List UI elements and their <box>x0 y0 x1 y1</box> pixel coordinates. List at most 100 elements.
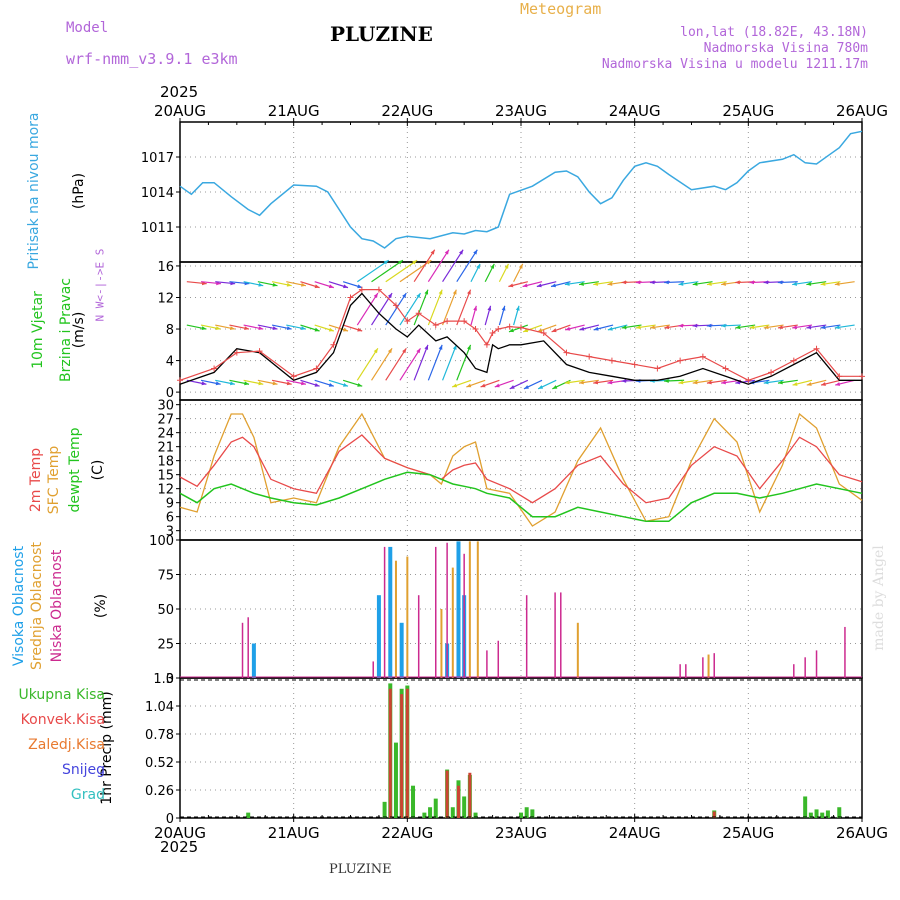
y-tick-label: 0 <box>166 672 174 687</box>
wind-gust-marker <box>836 373 843 380</box>
wind-arrow-head <box>735 325 741 330</box>
wind-arrow-head <box>272 326 278 331</box>
wind-arrow <box>678 281 699 286</box>
wind-arrow-head <box>272 282 278 287</box>
wind-arrow-shaft <box>413 344 429 381</box>
wind-arrow <box>777 379 798 385</box>
wind-arrow-head <box>806 325 812 330</box>
wind-arrow <box>806 379 827 386</box>
wind-arrow-shaft <box>371 347 393 381</box>
wind-gust-marker <box>330 341 337 348</box>
wind-arrow <box>456 344 472 381</box>
precip-total-bar <box>411 785 416 818</box>
wind-arrow <box>484 305 492 326</box>
x-tick-label: 20AUG <box>154 824 206 842</box>
cloud-low-bar <box>525 595 528 678</box>
wind-arrow-head <box>244 326 250 331</box>
wind-arrow <box>314 281 334 289</box>
wind-arrow-head <box>490 263 495 269</box>
legend-freezing-rain: Zaledj.Kisa <box>28 737 105 753</box>
wind-arrow <box>451 379 472 388</box>
precip-total-bar <box>803 796 808 818</box>
wind-arrow-head <box>416 293 421 299</box>
cloud-low-bar <box>417 595 420 678</box>
wind-arrow-head <box>579 326 585 331</box>
wind-arrow-head <box>565 326 571 331</box>
wind-arrow-head <box>328 327 334 332</box>
y-tick-label: 1014 <box>141 186 174 201</box>
y-tick-label: 100 <box>149 534 174 549</box>
y-tick-label: 4 <box>166 355 174 370</box>
pressure-line <box>179 130 863 249</box>
dewpoint-temp-line <box>179 471 863 523</box>
wind-arrow <box>442 344 457 381</box>
wind-arrow-head <box>763 380 769 385</box>
cloud-low-bar <box>713 653 715 678</box>
x-tick-label: 26AUG <box>836 824 888 842</box>
wind-arrow-head <box>635 325 641 330</box>
wind-arrow-head <box>314 327 320 332</box>
wind-arrow-head <box>721 380 726 385</box>
wind-arrow-head <box>229 326 235 331</box>
wind-arrow <box>456 289 472 326</box>
cloud-low-bar <box>702 657 704 678</box>
wind-arrow <box>635 324 656 330</box>
precip-total-bar <box>837 807 842 818</box>
precip-total-bar <box>808 812 813 818</box>
wind-gust-marker <box>483 341 490 348</box>
wind-arrow-head <box>387 293 393 299</box>
wind-arrow <box>328 379 349 387</box>
y-tick-label: 3 <box>166 525 174 540</box>
wind-arrow-head <box>664 378 669 383</box>
precip-total-bar <box>433 798 438 818</box>
wind-arrow-head <box>467 344 471 350</box>
wind-gust-marker <box>563 349 570 356</box>
wind-arrow <box>678 379 699 385</box>
wind-arrow-head <box>692 323 698 328</box>
wind-arrow-head <box>806 382 812 386</box>
year-top: 2025 <box>160 83 199 101</box>
precip-total-bar <box>428 807 433 818</box>
cloud-low-bar <box>560 592 562 678</box>
wind-arrow-shaft <box>456 344 472 381</box>
wind-arrow-head <box>452 383 458 388</box>
wind-arrow-head <box>820 382 826 386</box>
wind-arrow-head <box>678 323 684 328</box>
wind-arrow <box>342 379 363 387</box>
wind-arrow-head <box>621 325 627 330</box>
wind-arrow-head <box>721 281 726 286</box>
wind-arrow-head <box>692 380 698 385</box>
wind-arrow-head <box>272 381 278 386</box>
cloud-high-bar <box>376 595 381 678</box>
wind-arrow-shaft <box>442 249 464 283</box>
wind-arrow-head <box>593 326 599 331</box>
wind-arrow-head <box>564 281 570 286</box>
wind-arrow <box>579 324 600 331</box>
precip-conv-bar <box>712 811 716 818</box>
cloud-low-bar <box>804 657 806 678</box>
wind-gust-marker <box>608 357 615 364</box>
wind-arrow-head <box>508 283 514 288</box>
wind-gust-marker <box>790 357 797 364</box>
wind-arrow <box>286 324 306 331</box>
wind-arrow-head <box>343 382 349 387</box>
wind-arrow-head <box>314 284 320 289</box>
wind-arrow-head <box>286 282 292 287</box>
wind-arrow <box>706 281 727 286</box>
wind-arrow-shaft <box>413 289 429 326</box>
wind-arrow <box>257 324 278 331</box>
precip-conv-bar <box>445 770 449 818</box>
precip-total-bar <box>422 812 427 818</box>
wind-arrow <box>749 324 770 330</box>
wind-arrow-head <box>504 263 509 269</box>
wind-arrow-head <box>424 289 429 295</box>
wind-arrow <box>550 281 571 288</box>
wind-arrow <box>835 379 855 386</box>
wind-arrow-head <box>664 325 670 330</box>
wind-arrow <box>763 379 784 385</box>
wind-arrow-head <box>649 280 655 285</box>
wind-arrow-head <box>706 281 712 286</box>
y-tick-label: 8 <box>166 323 174 338</box>
wind-arrow-head <box>593 380 599 385</box>
wind-arrow <box>399 292 421 326</box>
